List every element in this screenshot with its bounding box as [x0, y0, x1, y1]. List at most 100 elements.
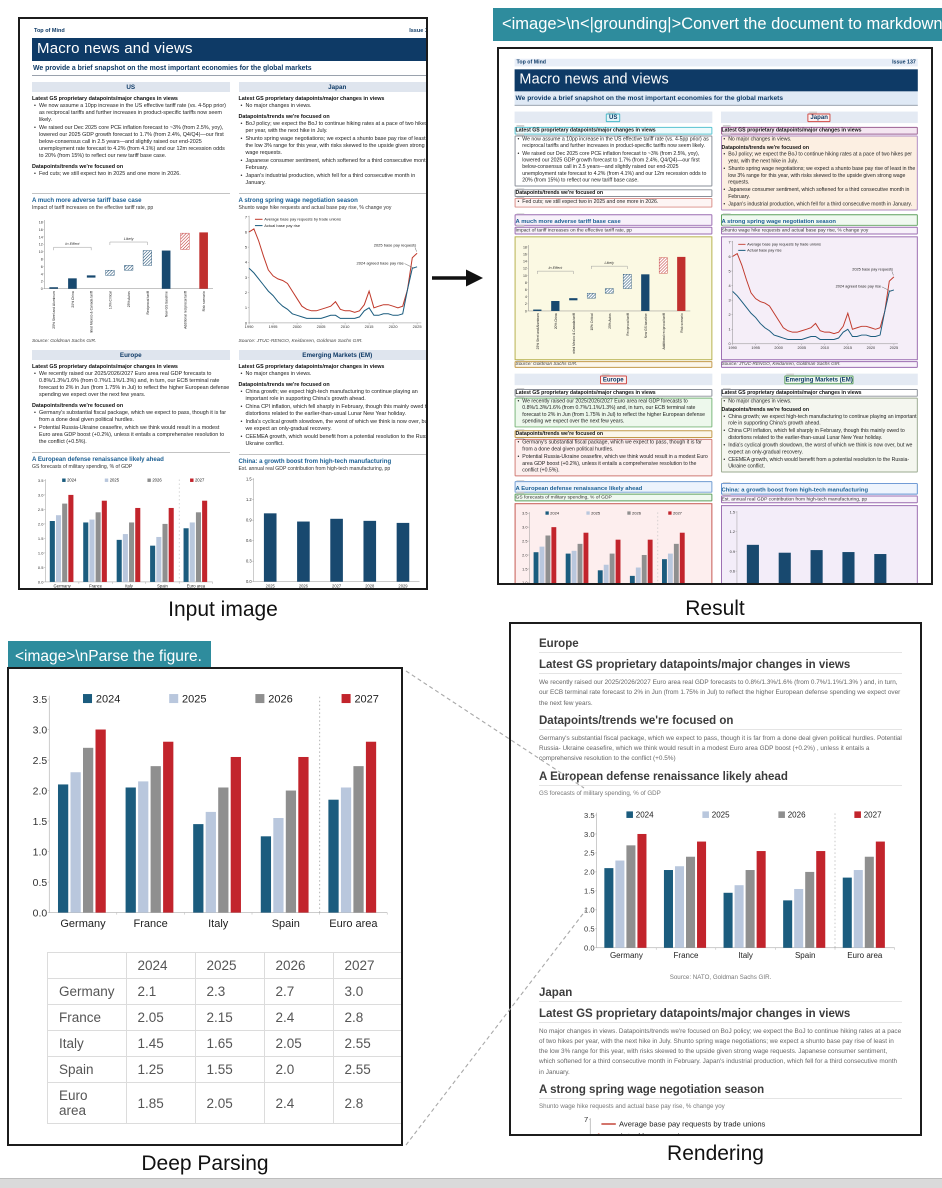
svg-text:2026: 2026 — [152, 478, 162, 483]
svg-text:1.5: 1.5 — [38, 536, 44, 541]
svg-text:3: 3 — [244, 275, 247, 280]
svg-text:2025: 2025 — [412, 324, 422, 329]
result-doc-wrapper: Top of Mind Issue 137 Macro news and views… — [505, 53, 928, 583]
bullet-item: No major changes in views. — [241, 371, 427, 378]
table-cell: 2.0 — [263, 1056, 334, 1083]
chart-source: Source: Goldman Sachs GIR. — [514, 359, 712, 369]
svg-text:2026: 2026 — [632, 510, 642, 515]
svg-text:2029: 2029 — [398, 583, 408, 588]
section-h1: Latest GS proprietary datapoints/major c… — [238, 364, 385, 371]
masthead-left: Top of Mind — [34, 28, 65, 34]
bullet-item: We now assume a 10pp increase in the US … — [34, 103, 230, 124]
doc-title: Macro news and views — [32, 38, 426, 61]
bullet-item: Potential Russia-Ukraine ceasefire, whic… — [34, 425, 230, 446]
svg-text:20% China: 20% China — [71, 291, 75, 308]
section-h2: Datapoints/trends we're focused on — [721, 145, 809, 151]
heading-rule — [539, 673, 902, 674]
svg-text:6: 6 — [244, 229, 247, 234]
rendered-markdown: Europe Latest GS proprietary datapoints/m… — [511, 624, 920, 1136]
table-row: France 2.05 2.15 2.4 2.8 — [47, 1004, 401, 1031]
svg-text:2026: 2026 — [788, 810, 806, 819]
table-header-cell: 2026 — [263, 952, 334, 979]
chart-subtitle: Shunto wage hike requests and actual bas… — [539, 1102, 725, 1110]
svg-text:2027: 2027 — [354, 694, 378, 706]
table-cell: 2.8 — [332, 1082, 401, 1124]
chart-title: A much more adverse tariff base case — [514, 212, 712, 226]
svg-text:Likely: Likely — [605, 261, 616, 265]
section-h2: Datapoints/trends we're focused on — [721, 407, 809, 414]
svg-text:1.0: 1.0 — [584, 905, 595, 914]
svg-text:Risk scenario: Risk scenario — [680, 313, 684, 333]
markdown-paragraph: No major changes in views. Datapoints/tr… — [539, 1027, 902, 1076]
heading-rule — [539, 1000, 902, 1002]
deep-parsing-chart: 0.0 0.5 1.0 1.5 2.0 2.5 3.0 3.5 2024 2025 2026 2027… — [14, 677, 401, 944]
section-bullets-1: We recently raised our 2025/2026/2027 Eu… — [32, 371, 230, 400]
svg-text:1.5: 1.5 — [33, 817, 48, 828]
section-japan: Japan Latest GS proprietary datapoints/ma… — [720, 109, 918, 371]
svg-text:In Effect: In Effect — [548, 266, 563, 270]
svg-text:6: 6 — [584, 1134, 588, 1136]
section-bullets-1: We recently raised our 2025/2026/2027 Eu… — [514, 396, 712, 428]
table-row: Spain 1.25 1.55 2.0 2.55 — [47, 1056, 401, 1083]
europe-defense-chart: 0.0 0.5 1.0 1.5 2.0 2.5 3.0 3.5 2024 2025 2026 2027… — [38, 478, 213, 588]
section-banner-us: US — [514, 111, 712, 124]
masthead-right: Issue 137 — [892, 59, 916, 66]
svg-text:Euro area: Euro area — [329, 918, 378, 930]
svg-text:0.0: 0.0 — [38, 579, 44, 584]
chart-title: China: a growth boost from high-tech man… — [720, 481, 918, 495]
svg-text:2025: 2025 — [265, 583, 275, 588]
svg-text:25% Steel and Aluminum: 25% Steel and Aluminum — [536, 313, 540, 349]
markdown-heading: Latest GS proprietary datapoints/major c… — [539, 659, 851, 671]
svg-text:2025: 2025 — [712, 810, 730, 819]
section-em: Emerging Markets (EM) Latest GS proprieta… — [720, 371, 918, 583]
section-h2: Datapoints/trends we're focused on — [514, 187, 712, 198]
chart-area: 0 1 2 3 4 5 6 7 1990 1995 2000 2005 2010 2015 2020 2025… — [720, 236, 918, 360]
svg-text:1.2: 1.2 — [245, 497, 251, 502]
section-us: US Latest GS proprietary datapoints/major… — [32, 79, 230, 347]
bullet-item: India's cyclical growth slowdown, the wo… — [723, 443, 917, 456]
heading-rule — [539, 652, 902, 653]
deep-parsing-table: 2024 2025 2026 2027 Germany 2.1 2.3 2.7 3.0 Franc… — [47, 952, 401, 1124]
svg-text:0.0: 0.0 — [584, 943, 595, 952]
svg-text:18: 18 — [39, 220, 43, 224]
bullet-item: BoJ policy; we expect the BoJ to continu… — [723, 152, 917, 165]
table-cell: 1.55 — [194, 1056, 265, 1083]
svg-text:0.3: 0.3 — [245, 558, 251, 563]
rendered-chart: 0.0 0.5 1.0 1.5 2.0 2.5 3.0 3.5 2024 2025 2026 2027… — [571, 799, 902, 972]
section-bullets-2: BoJ policy; we expect the BoJ to continu… — [239, 121, 427, 188]
svg-text:New GS baseline: New GS baseline — [644, 313, 648, 338]
svg-text:2020: 2020 — [866, 345, 875, 349]
bullet-item: Germany's substantial fiscal package, wh… — [34, 410, 230, 424]
svg-text:1.5: 1.5 — [584, 886, 595, 895]
svg-text:1: 1 — [728, 327, 730, 331]
svg-text:1990: 1990 — [728, 345, 737, 349]
rendered-europe-defense-chart: 0.0 0.5 1.0 1.5 2.0 2.5 3.0 3.5 2024 2025 2026 2027… — [584, 810, 895, 960]
input-image-panel: Top of Mind Issue 137 Macro news and views… — [18, 17, 428, 590]
svg-text:2.5: 2.5 — [584, 848, 595, 857]
svg-text:Actual base pay rise: Actual base pay rise — [747, 248, 781, 252]
doc-masthead: Top of Mind Issue 137 — [514, 58, 918, 67]
svg-text:0: 0 — [728, 342, 730, 346]
bullet-item: Japan's industrial production, which fel… — [241, 173, 427, 187]
section-h2: Datapoints/trends we're focused on — [32, 164, 124, 171]
svg-text:Average base pay requests by t: Average base pay requests by trade union… — [619, 1119, 766, 1128]
svg-text:2025 base pay requests: 2025 base pay requests — [852, 267, 893, 271]
svg-text:Actual base pay rise: Actual base pay rise — [619, 1131, 687, 1136]
svg-text:Likely: Likely — [124, 236, 135, 241]
table-cell: Italy — [47, 1030, 127, 1057]
svg-text:Spain: Spain — [157, 583, 168, 588]
doc-grid: US Latest GS proprietary datapoints/major… — [514, 109, 918, 583]
section-banner-label: Emerging Markets (EM) — [302, 351, 373, 359]
svg-text:2: 2 — [728, 313, 730, 317]
japan-wage-chart: 0 1 2 3 4 5 6 7 1990 1995 2000 2005 2010 2015 2020 2025… — [244, 214, 422, 329]
section-bullets-1: No major changes in views. — [239, 371, 427, 379]
svg-text:Reciprocal tariff: Reciprocal tariff — [146, 291, 150, 314]
section-h2: Datapoints/trends we're focused on — [32, 403, 124, 410]
svg-text:6: 6 — [41, 265, 43, 269]
bullet-item: We recently raised our 2025/2026/2027 Eu… — [34, 371, 230, 399]
bullet-item: We raised our Dec 2025 core PCE inflatio… — [34, 125, 230, 160]
bullet-item: Japanese consumer sentiment, which softe… — [241, 158, 426, 172]
section-bullets-2: Germany's substantial fiscal package, wh… — [514, 437, 712, 477]
